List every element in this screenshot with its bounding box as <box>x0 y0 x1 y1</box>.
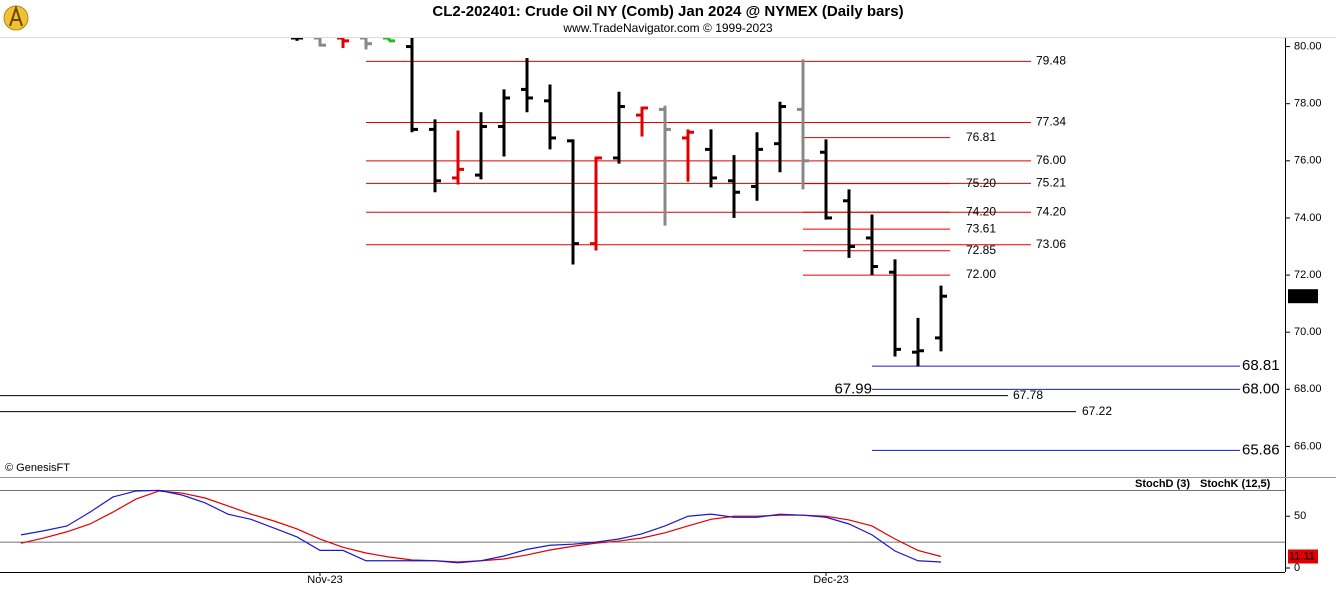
ohlc-bar <box>521 57 533 113</box>
y-tick-label: 78.00 <box>1294 98 1322 110</box>
ohlc-bar <box>820 139 832 220</box>
ohlc-bar <box>567 139 579 265</box>
level-label: 75.20 <box>966 176 996 190</box>
level-label: 67.78 <box>1013 388 1043 402</box>
ohlc-bar <box>314 38 326 47</box>
level-label: 77.34 <box>1036 115 1066 129</box>
y-tick-label: 72.00 <box>1294 269 1322 281</box>
ohlc-bar <box>636 106 648 137</box>
last-price-label: 71.26 <box>1290 290 1318 302</box>
y-tick-label: 50 <box>1294 510 1306 522</box>
annotation: 67.99 <box>834 381 872 398</box>
level-label: 76.00 <box>1036 153 1066 167</box>
y-tick-label: 0 <box>1294 562 1300 574</box>
level-label: 72.85 <box>966 243 996 257</box>
level-label: 74.20 <box>1036 204 1066 218</box>
level-label: 76.81 <box>966 130 996 144</box>
level-label: 73.61 <box>966 221 996 235</box>
ohlc-bar <box>406 38 418 133</box>
y-tick-label: 68.00 <box>1294 383 1322 395</box>
ohlc-bar <box>751 132 763 201</box>
ohlc-bar <box>337 38 349 48</box>
ohlc-bar <box>774 101 786 173</box>
ohlc-bar <box>429 119 441 193</box>
ohlc-bar <box>291 38 303 41</box>
stoch-line <box>20 490 942 563</box>
y-tick-label: 70.00 <box>1294 326 1322 338</box>
stoch-line <box>20 489 942 564</box>
ohlc-bar <box>866 214 878 276</box>
ohlc-bar <box>728 155 740 218</box>
ohlc-bar <box>452 130 464 185</box>
ohlc-bar <box>889 259 901 357</box>
x-tick-label: Dec-23 <box>813 574 848 586</box>
legend-entry: StochD (3) <box>1135 478 1190 490</box>
price-plot <box>0 38 1240 451</box>
stoch-plot <box>0 489 1285 564</box>
level-label: 74.20 <box>966 204 996 218</box>
y-tick-label: 66.00 <box>1294 440 1322 452</box>
ohlc-bar <box>659 105 671 226</box>
source: © GenesisFT <box>5 462 70 474</box>
x-tick-label: Nov-23 <box>307 574 342 586</box>
title: CL2-202401: Crude Oil NY (Comb) Jan 2024… <box>432 3 903 20</box>
subtitle: www.TradeNavigator.com © 1999-2023 <box>562 21 772 35</box>
last-value-box <box>1288 549 1318 564</box>
level-label: 68.00 <box>1242 380 1280 397</box>
ohlc-bar <box>705 129 717 188</box>
ohlc-bar <box>682 129 694 182</box>
ohlc-bar <box>360 38 372 50</box>
ohlc-bar <box>590 156 602 251</box>
y-tick-label: 80.00 <box>1294 40 1322 52</box>
level-label: 75.21 <box>1036 176 1066 190</box>
ohlc-bar <box>475 112 487 180</box>
logo <box>3 4 29 31</box>
ohlc-bar <box>912 317 924 367</box>
ohlc-bar <box>613 91 625 164</box>
level-label: 72.00 <box>966 267 996 281</box>
ohlc-bar <box>498 89 510 157</box>
y-tick-label: 76.00 <box>1294 155 1322 167</box>
level-label: 68.81 <box>1242 357 1280 374</box>
ohlc-bar <box>935 285 947 352</box>
ohlc-bar <box>843 189 855 258</box>
last-price-box <box>1288 289 1318 304</box>
level-label: 79.48 <box>1036 54 1066 68</box>
level-label: 73.06 <box>1036 237 1066 251</box>
level-label: 65.86 <box>1242 441 1280 458</box>
ohlc-bar <box>383 38 395 43</box>
level-label: 67.22 <box>1082 404 1112 418</box>
legend-entry: StochK (12,5) <box>1200 478 1271 490</box>
ohlc-bar <box>544 84 556 150</box>
last-value-label: 11.11 <box>1289 550 1315 562</box>
ohlc-bar <box>797 59 809 190</box>
y-tick-label: 74.00 <box>1294 212 1322 224</box>
